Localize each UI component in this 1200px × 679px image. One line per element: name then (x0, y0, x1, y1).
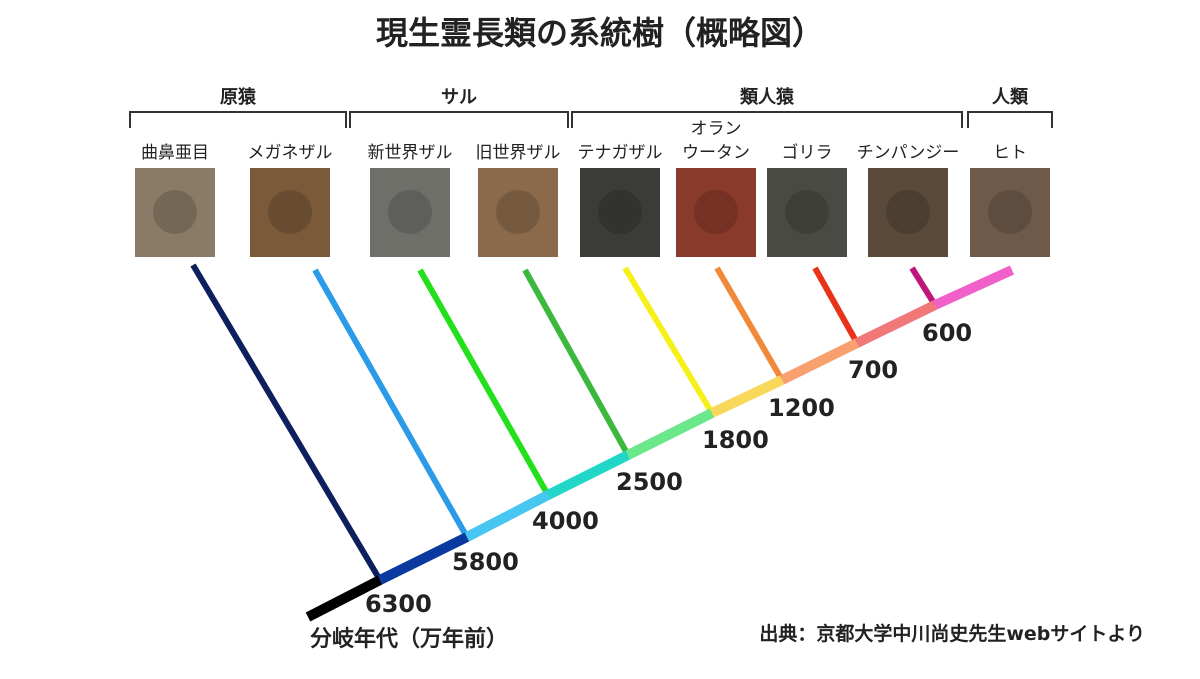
photo-face (496, 190, 540, 234)
species-photo (767, 168, 847, 257)
species-label: ヒト (993, 143, 1027, 163)
branch (417, 268, 551, 497)
branch (190, 263, 383, 582)
trunk-segment (854, 300, 938, 348)
group-label: 人類 (992, 87, 1029, 108)
group-bracket (349, 111, 569, 128)
branch (909, 266, 938, 307)
species-photo (250, 168, 330, 257)
divergence-age: 6300 (365, 590, 432, 618)
group-bracket (571, 111, 963, 128)
trunk-segment (779, 338, 860, 385)
title: 現生霊長類の系統樹（概略図） (376, 14, 824, 52)
species-label: チンパンジー (857, 143, 960, 163)
species-label: 曲鼻亜目 (141, 143, 209, 163)
trunk-segment (625, 408, 715, 460)
trunk-segment (932, 265, 1015, 310)
branch (812, 266, 860, 345)
species-label: オラン (691, 119, 742, 139)
species-label: ゴリラ (782, 142, 833, 163)
divergence-age: 4000 (532, 507, 599, 535)
trunk-segment (709, 375, 785, 418)
branch (522, 268, 631, 457)
photo-face (988, 190, 1032, 234)
species-label: ウータン (682, 143, 750, 163)
divergence-age: 700 (848, 356, 898, 384)
axis-label: 分岐年代（万年前） (310, 626, 508, 652)
species-photo (868, 168, 948, 257)
divergence-age: 5800 (452, 548, 519, 576)
divergence-age: 2500 (616, 468, 683, 496)
species-label: 旧世界ザル (476, 143, 561, 163)
trunk-segment (464, 490, 551, 542)
branch (714, 266, 785, 382)
species-photo (580, 168, 660, 257)
species-photo (478, 168, 558, 257)
group-label: 類人猿 (739, 86, 795, 108)
species-photo (370, 168, 450, 257)
source: 出典：京都大学中川尚史先生webサイトより (759, 622, 1145, 645)
divergence-age: 1800 (702, 426, 769, 454)
divergence-age: 600 (922, 319, 972, 347)
branch (312, 268, 470, 539)
species-photo (970, 168, 1050, 257)
photo-face (598, 190, 642, 234)
species-label: 新世界ザル (368, 143, 453, 163)
photo-face (785, 190, 829, 234)
species-photo (676, 168, 756, 257)
photo-face (268, 190, 312, 234)
group-label: サル (441, 87, 477, 108)
photo-face (153, 190, 197, 234)
photo-face (886, 190, 930, 234)
group-label: 原猿 (220, 86, 257, 108)
species-label: テナガザル (578, 143, 663, 163)
trunk-segment (545, 450, 631, 500)
photo-face (694, 190, 738, 234)
species-label: メガネザル (248, 143, 333, 163)
group-bracket (129, 111, 347, 128)
group-bracket (967, 111, 1053, 128)
species-photo (135, 168, 215, 257)
trunk-segment (305, 575, 383, 622)
branch (622, 266, 715, 415)
trunk-segment (377, 532, 470, 585)
divergence-age: 1200 (768, 394, 835, 422)
photo-face (388, 190, 432, 234)
